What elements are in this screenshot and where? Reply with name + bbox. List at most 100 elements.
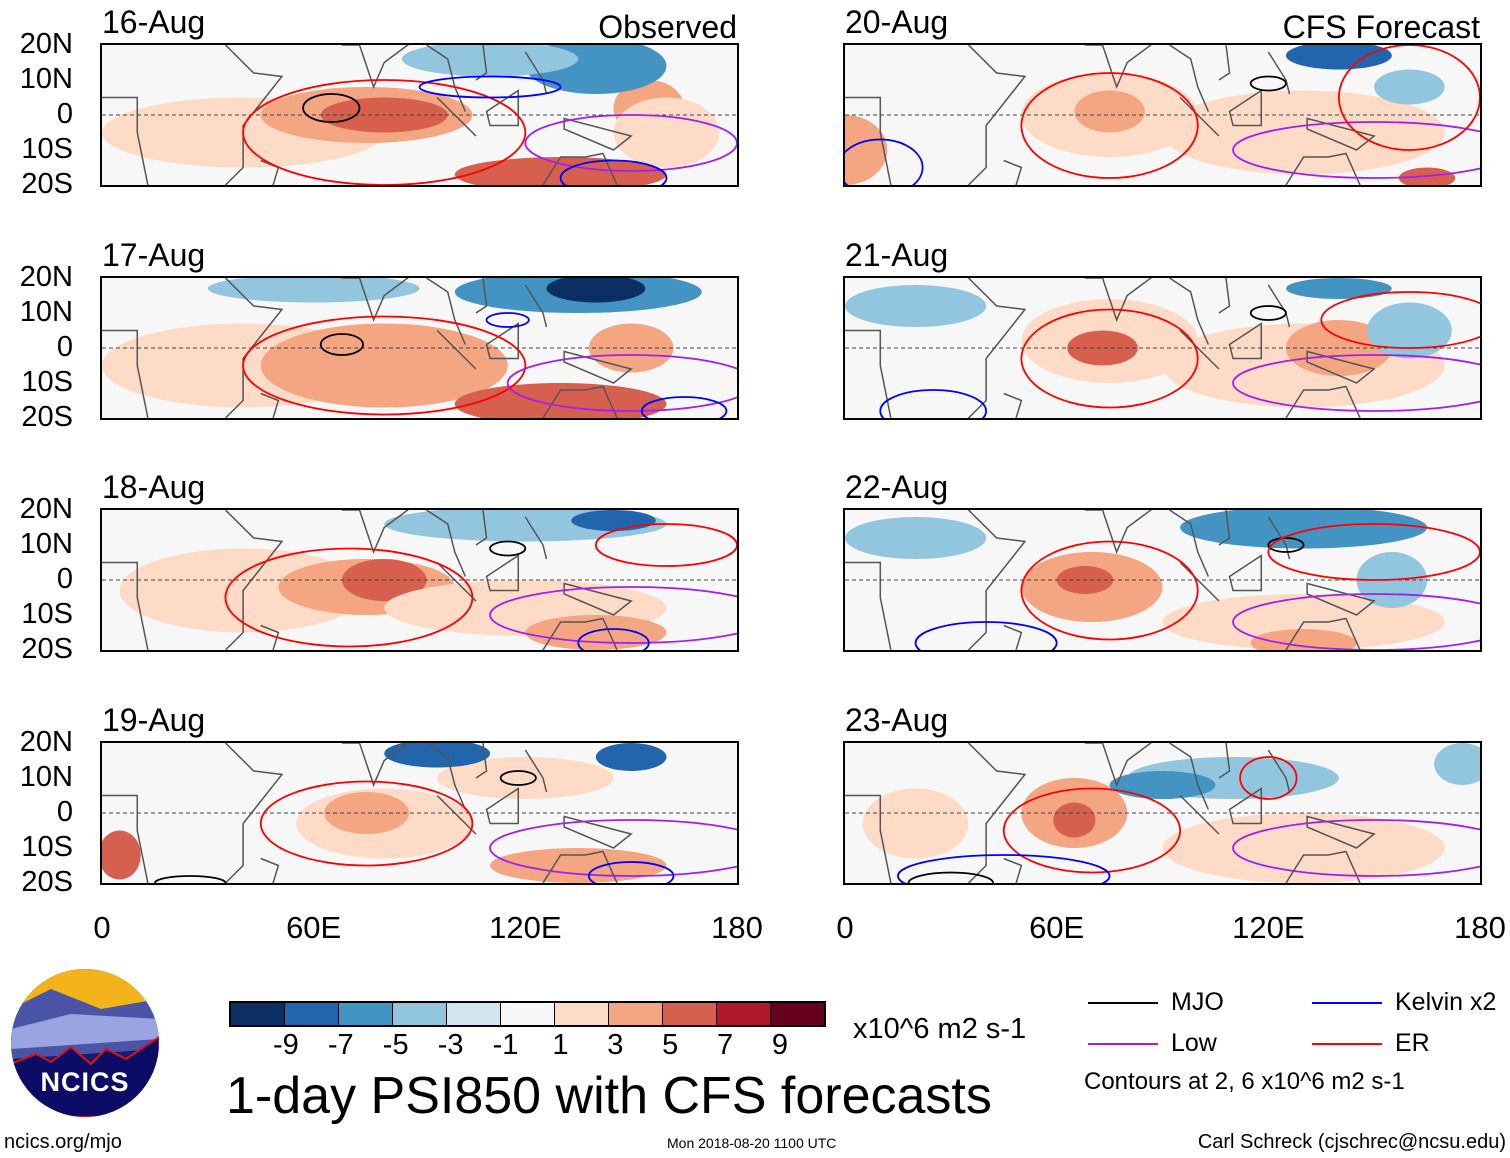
colorbar-swatch <box>717 1003 771 1025</box>
legend-label: MJO <box>1171 988 1224 1016</box>
filter-contour <box>914 621 1058 650</box>
filter-contour <box>224 547 474 648</box>
filter-contour <box>259 780 474 867</box>
anomaly-shading <box>324 792 409 834</box>
filter-contour <box>1232 354 1480 412</box>
map-panel <box>100 276 739 420</box>
anomaly-shading <box>1367 302 1452 359</box>
anomaly-shading <box>595 743 667 771</box>
figure-title: 1-day PSI850 with CFS forecasts <box>226 1067 992 1125</box>
anomaly-shading <box>1434 743 1480 785</box>
filter-contour <box>499 770 537 786</box>
colorbar <box>229 1001 826 1027</box>
panel-date: 22-Aug <box>845 469 949 505</box>
filter-contour <box>418 75 562 99</box>
anomaly-shading <box>437 757 614 799</box>
x-tick-label: 60E <box>286 910 342 945</box>
anomaly-shading <box>613 97 720 168</box>
colorbar-swatch <box>771 1003 824 1025</box>
x-tick-label: 180 <box>1454 910 1506 945</box>
colorbar-tick: 3 <box>607 1029 624 1061</box>
legend-label: Kelvin x2 <box>1395 988 1497 1016</box>
x-tick-label: 0 <box>93 910 111 945</box>
filter-contour <box>154 875 227 883</box>
logo-text: NCICS <box>40 1067 130 1097</box>
anomaly-shading <box>1374 69 1445 105</box>
y-tick-label: 20N <box>19 726 73 758</box>
anomaly-shading <box>1180 510 1428 549</box>
anomaly-shading <box>571 510 656 531</box>
y-tick-label: 0 <box>56 796 73 828</box>
anomaly-shading <box>845 115 888 185</box>
filter-contour <box>1267 523 1480 581</box>
x-tick-label: 180 <box>711 910 763 945</box>
colorbar-swatch <box>663 1003 717 1025</box>
map-panel <box>843 276 1482 420</box>
colorbar-tick: -1 <box>492 1029 519 1061</box>
panel-date: 21-Aug <box>845 237 949 273</box>
y-tick-label: 0 <box>56 331 73 363</box>
anomaly-shading <box>1285 45 1392 70</box>
panel-date: 19-Aug <box>102 702 206 738</box>
colorbar-tick: -9 <box>272 1029 299 1061</box>
filter-contour <box>595 523 737 567</box>
panel-date: 17-Aug <box>102 237 206 273</box>
timestamp: Mon 2018-08-20 1100 UTC <box>667 1135 837 1151</box>
anomaly-shading <box>862 788 969 859</box>
colorbar-swatch <box>609 1003 663 1025</box>
filter-contour <box>845 138 924 185</box>
filter-contour <box>524 114 737 172</box>
filter-contour <box>1239 756 1298 800</box>
footer-url[interactable]: ncics.org/mjo <box>4 1131 122 1153</box>
panel-date: 23-Aug <box>845 702 949 738</box>
filter-contour <box>1267 537 1305 553</box>
filter-contour <box>1020 308 1199 409</box>
filter-contour <box>1320 291 1480 349</box>
filter-contour <box>1232 121 1480 179</box>
filter-contour <box>1249 75 1287 92</box>
y-tick-label: 20N <box>19 28 73 60</box>
anomaly-shading <box>845 517 987 559</box>
colorbar-swatch <box>285 1003 339 1025</box>
anomaly-shading <box>1053 802 1096 838</box>
anomaly-shading <box>546 278 646 303</box>
panel-date: 16-Aug <box>102 4 206 40</box>
y-tick-label: 0 <box>56 563 73 595</box>
filter-contour <box>897 854 1111 883</box>
legend-line <box>1312 1043 1382 1045</box>
anomaly-shading <box>588 323 674 373</box>
filter-contour <box>577 628 650 650</box>
anomaly-shading <box>525 615 667 650</box>
filter-contour <box>1002 787 1182 874</box>
credit: Carl Schreck (cjschrec@ncsu.edu) <box>1197 1131 1506 1153</box>
anomaly-shading <box>1109 771 1216 799</box>
filter-contour <box>1232 819 1480 877</box>
map-panel <box>100 43 739 187</box>
y-tick-label: 20N <box>19 493 73 525</box>
anomaly-shading <box>845 285 987 327</box>
colorbar-tick: -7 <box>327 1029 354 1061</box>
anomaly-shading <box>1067 330 1138 366</box>
map-panel <box>843 508 1482 652</box>
x-tick-label: 120E <box>489 910 562 945</box>
legend-line <box>1312 1002 1382 1004</box>
colorbar-tick: 7 <box>717 1029 734 1061</box>
filter-contour <box>587 861 675 883</box>
anomaly-shading <box>1250 629 1357 650</box>
filter-contour <box>1020 72 1199 179</box>
map-panel <box>843 741 1482 885</box>
colorbar-swatch <box>447 1003 501 1025</box>
contour-note: Contours at 2, 6 x10^6 m2 s-1 <box>1084 1068 1405 1095</box>
x-tick-label: 120E <box>1232 910 1305 945</box>
column-header: Observed <box>598 9 737 45</box>
y-tick-label: 10N <box>19 296 73 328</box>
filter-contour <box>1249 305 1287 321</box>
filter-contour <box>506 354 737 412</box>
map-panel <box>843 43 1482 187</box>
anomaly-shading <box>1285 278 1392 299</box>
legend-label: Low <box>1171 1029 1217 1057</box>
panel-date: 18-Aug <box>102 469 206 505</box>
colorbar-swatch <box>555 1003 609 1025</box>
filter-contour <box>1232 593 1480 650</box>
filter-contour <box>485 312 530 328</box>
